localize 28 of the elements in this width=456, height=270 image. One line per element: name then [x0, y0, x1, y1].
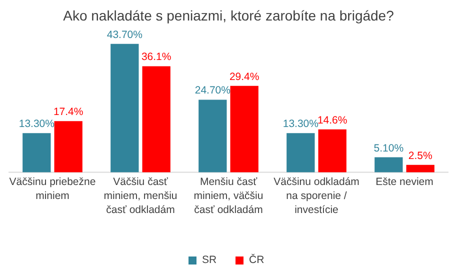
- x-tick-label: Menšiu časť miniem, väčšiu časť odkladám: [194, 176, 264, 216]
- data-label: 13.30%: [282, 118, 318, 130]
- data-label: 14.6%: [317, 114, 348, 126]
- x-tick-label: Väčšinu odkladám na sporenie / investície: [274, 176, 360, 216]
- data-label: 17.4%: [53, 106, 84, 118]
- bar: [318, 129, 346, 172]
- bar: [142, 66, 170, 172]
- data-label: 24.70%: [194, 84, 230, 97]
- data-label: 2.5%: [408, 150, 432, 162]
- x-tick-label: Ešte neviem: [376, 176, 434, 188]
- bar: [286, 133, 315, 172]
- chart-title: Ako nakladáte s peniazmi, ktoré zarobíte na brigáde?: [63, 8, 394, 24]
- bar: [198, 100, 227, 172]
- bar: [406, 164, 434, 172]
- data-label: 13.30%: [18, 118, 54, 130]
- data-label: 43.70%: [106, 28, 142, 41]
- bar: [374, 157, 403, 172]
- data-label: 36.1%: [141, 51, 172, 64]
- legend-label: ČR: [249, 254, 266, 266]
- x-tick-label: Väčšiu časť miniem, menšiu časť odkladám: [104, 176, 178, 216]
- bar: [230, 86, 258, 172]
- x-tick-label: Väčšinu priebežne miniem: [9, 176, 96, 202]
- data-label: 29.4%: [229, 70, 260, 83]
- legend-label: SR: [202, 254, 218, 266]
- bar: [110, 44, 139, 172]
- bar: [54, 121, 82, 172]
- bar: [22, 133, 51, 172]
- data-label: 5.10%: [374, 142, 404, 154]
